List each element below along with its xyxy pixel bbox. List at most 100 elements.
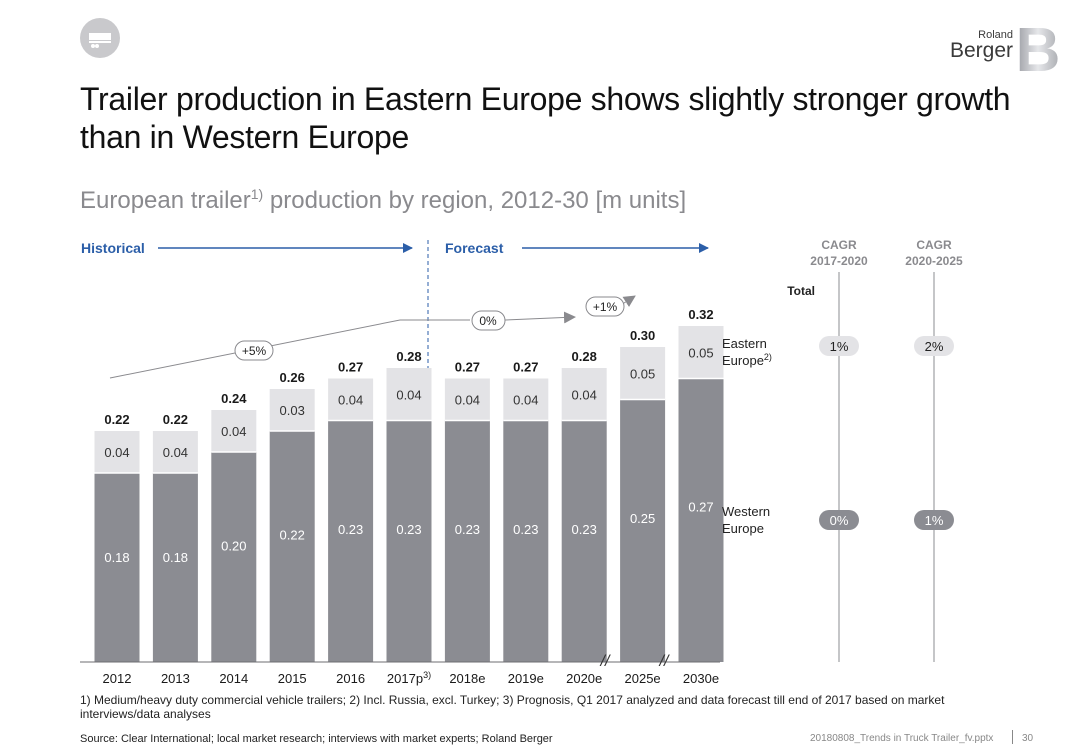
page-title: Trailer production in Eastern Europe sho…	[80, 81, 1011, 155]
bar-western-2016	[328, 420, 374, 662]
bar-eastern-2015	[269, 389, 315, 431]
value-label-western-2025e: 0.25	[630, 511, 655, 526]
cagr-eastern-2: 2%	[925, 339, 944, 354]
cagr-western-2-pill	[914, 510, 954, 530]
value-label-western-2015: 0.22	[280, 528, 305, 543]
total-label-2020e: 0.28	[572, 349, 597, 364]
bar-western-2013	[152, 473, 198, 662]
eastern-series-label: Eastern	[722, 336, 767, 351]
value-label-western-2019e: 0.23	[513, 522, 538, 537]
value-label-eastern-2020e: 0.04	[572, 387, 597, 402]
bar-eastern-2017p	[386, 368, 432, 421]
bar-western-2012	[94, 473, 140, 662]
total-label-2016: 0.27	[338, 360, 363, 375]
forecast-label: Forecast	[445, 240, 504, 256]
bar-eastern-2020e	[561, 368, 607, 421]
cagr-col1-period: 2017-2020	[810, 254, 868, 268]
cagr-western-1: 0%	[830, 513, 849, 528]
cagr-total-label: Total	[787, 284, 815, 298]
brand-line1: Roland	[978, 29, 1013, 41]
bars-layer: 0.18 0.04 0.22 0.18 0.04 0.22 0.20 0.04 0.24 0.22…	[94, 307, 724, 662]
cagr-eastern-1: 1%	[830, 339, 849, 354]
total-label-2017p: 0.28	[396, 349, 421, 364]
brand-b-logo: B	[1018, 22, 1058, 74]
eastern-series-label-line2: Europe2)	[722, 352, 772, 368]
bar-western-2017p	[386, 420, 432, 662]
growth-trend-arrow-2	[504, 311, 576, 324]
chart-subtitle: European trailer1) production by region,…	[80, 186, 686, 215]
value-label-western-2013: 0.18	[163, 550, 188, 565]
cagr-col2-period: 2020-2025	[905, 254, 963, 268]
axis-break-mark-2: //	[659, 653, 670, 670]
growth-label-3: +1%	[593, 300, 618, 314]
value-label-western-2030e: 0.27	[688, 500, 713, 515]
western-series-label: Western	[722, 504, 770, 519]
growth-bubble-1	[234, 340, 274, 361]
value-label-eastern-2013: 0.04	[163, 445, 188, 460]
brand-wordmark: Roland Berger	[938, 29, 1013, 62]
bar-eastern-2012	[94, 431, 140, 473]
bar-eastern-2013	[152, 431, 198, 473]
bar-eastern-2018e	[444, 378, 490, 421]
subtitle-sup: 1)	[250, 186, 264, 202]
value-label-western-2014: 0.20	[221, 539, 246, 554]
bar-eastern-2016	[328, 378, 374, 421]
subtitle-rest: production by region, 2012-30 [m units]	[263, 187, 687, 214]
value-label-eastern-2015: 0.03	[280, 403, 305, 418]
eastern-series-label-text: Europe	[722, 353, 764, 368]
value-label-western-2018e: 0.23	[455, 522, 480, 537]
value-label-eastern-2014: 0.04	[221, 424, 246, 439]
bar-western-2030e	[678, 378, 724, 662]
value-label-eastern-2016: 0.04	[338, 393, 363, 408]
value-label-western-2020e: 0.23	[572, 522, 597, 537]
bar-western-2014	[211, 452, 257, 662]
total-label-2014: 0.24	[221, 391, 247, 406]
x-tick-2014: 2014	[219, 671, 248, 686]
page-number: 30	[1022, 733, 1034, 744]
value-label-eastern-2018e: 0.04	[455, 393, 480, 408]
western-series-label-line2: Europe	[722, 521, 764, 536]
footnote: 1) Medium/heavy duty commercial vehicle …	[80, 693, 945, 721]
axis-break-mark-1: //	[600, 653, 611, 670]
footer-separator	[1012, 730, 1013, 744]
value-label-eastern-2030e: 0.05	[688, 345, 713, 360]
x-tick-2018e: 2018e	[449, 671, 485, 686]
value-label-western-2017p: 0.23	[396, 522, 421, 537]
x-tick-2030e: 2030e	[683, 671, 719, 686]
truck-trailer-icon	[80, 18, 120, 58]
total-label-2013: 0.22	[163, 412, 188, 427]
x-tick-2013: 2013	[161, 671, 190, 686]
bar-eastern-2030e	[678, 326, 724, 379]
value-label-western-2012: 0.18	[104, 550, 129, 565]
cagr-eastern-1-pill	[819, 336, 859, 356]
growth-bubble-2	[471, 310, 506, 331]
bar-western-2025e	[620, 399, 666, 662]
bar-eastern-2019e	[503, 378, 549, 421]
total-label-2025e: 0.30	[630, 328, 655, 343]
bar-western-2018e	[444, 420, 490, 662]
x-axis-labels: 2012 2013 2014 2015 2016 2017p3) 2018e 2019e 202…	[103, 670, 720, 686]
eastern-series-sup: 2)	[764, 352, 772, 362]
x-tick-2015: 2015	[278, 671, 307, 686]
value-label-western-2016: 0.23	[338, 522, 363, 537]
total-label-2019e: 0.27	[513, 360, 538, 375]
cagr-western-2: 1%	[925, 513, 944, 528]
value-label-eastern-2025e: 0.05	[630, 366, 655, 381]
x-tick-2019e: 2019e	[508, 671, 544, 686]
file-name: 20180808_Trends in Truck Trailer_fv.pptx	[810, 733, 994, 744]
total-label-2015: 0.26	[280, 370, 305, 385]
total-label-2012: 0.22	[104, 412, 129, 427]
x-tick-2020e: 2020e	[566, 671, 602, 686]
total-label-2030e: 0.32	[688, 307, 713, 322]
brand-mark: B	[1018, 22, 1058, 74]
value-label-eastern-2017p: 0.04	[396, 387, 421, 402]
x-tick-2025e: 2025e	[625, 671, 661, 686]
bar-eastern-2025e	[620, 347, 666, 400]
x-tick-2017p: 2017p3)	[387, 670, 431, 686]
cagr-western-1-pill	[819, 510, 859, 530]
brand-line2: Berger	[949, 39, 1013, 62]
subtitle-main: European trailer	[80, 187, 251, 214]
bar-western-2015	[269, 431, 315, 662]
x-tick-sup-2017p: 3)	[423, 670, 431, 680]
